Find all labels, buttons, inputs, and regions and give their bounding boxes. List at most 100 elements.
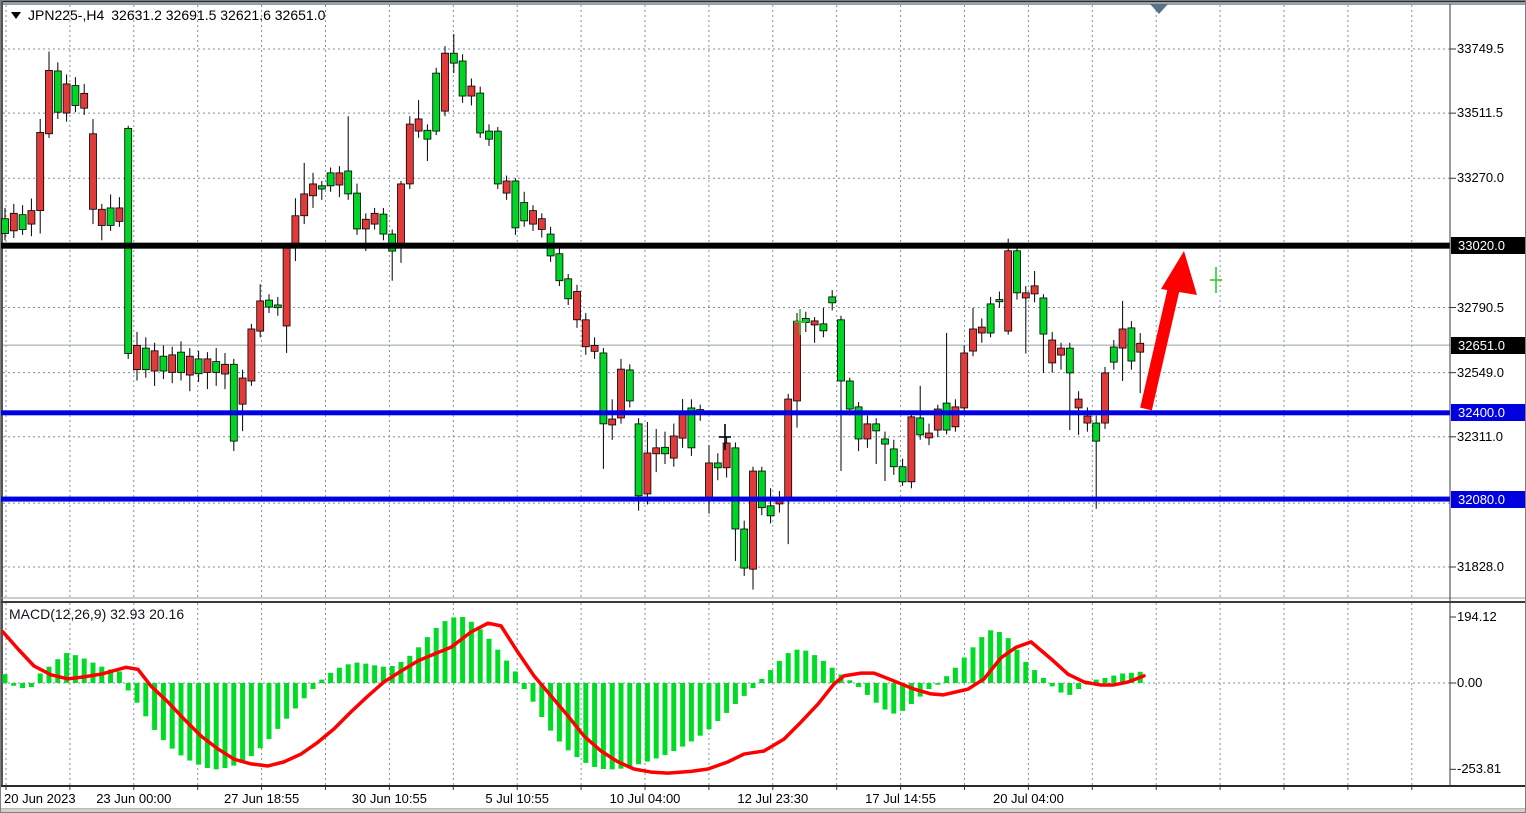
macd-histogram-bar <box>882 683 888 710</box>
price-badge-32400.0: 32400.0 <box>1451 404 1525 422</box>
macd-histogram-bar <box>988 630 994 683</box>
candle-body <box>485 130 493 140</box>
macd-histogram-bar <box>715 683 721 722</box>
candle-body <box>608 418 617 426</box>
macd-histogram-bar <box>812 655 818 683</box>
macd-histogram-bar <box>644 683 650 762</box>
symbol-dropdown-icon[interactable] <box>11 11 21 19</box>
macd-histogram-bar <box>759 678 765 683</box>
macd-histogram-bar <box>292 683 298 709</box>
macd-histogram-bar <box>424 637 430 683</box>
macd-histogram-bar <box>152 683 158 730</box>
time-axis-label: 17 Jul 14:55 <box>865 791 937 806</box>
macd-histogram-bar <box>1111 675 1117 683</box>
macd-histogram-bar <box>820 660 826 683</box>
macd-histogram-bar <box>196 683 202 765</box>
macd-histogram-bar <box>310 683 316 690</box>
candle-body <box>458 60 467 97</box>
macd-histogram-bar <box>1067 683 1073 695</box>
candle-body <box>36 132 45 212</box>
macd-histogram-bar <box>1040 677 1046 683</box>
candle-body <box>203 358 212 373</box>
candle-body <box>18 214 27 230</box>
macd-histogram-bar <box>776 660 782 683</box>
macd-histogram-bar <box>460 617 466 683</box>
window-top-border <box>1 1 1525 5</box>
macd-histogram-bar <box>636 683 642 765</box>
candle-body <box>256 300 265 332</box>
macd-histogram-bar <box>389 666 395 683</box>
candle-body <box>810 320 819 326</box>
trend-arrow-shaft[interactable] <box>1140 277 1182 411</box>
candle-body <box>1004 250 1013 332</box>
macd-histogram-bar <box>706 683 712 730</box>
candle-body <box>361 218 370 230</box>
candle-body <box>889 448 898 468</box>
candle-body <box>1118 328 1127 349</box>
macd-histogram-bar <box>55 659 61 683</box>
macd-histogram-bar <box>204 683 210 768</box>
candle-body <box>493 130 502 185</box>
candle-body <box>854 406 863 440</box>
resistance-line-33020[interactable] <box>1 242 1450 249</box>
macd-histogram-bar <box>372 665 378 683</box>
candle-body <box>89 133 97 210</box>
macd-histogram-bar <box>108 669 114 683</box>
macd-histogram-bar <box>1093 679 1099 683</box>
candle-body <box>599 352 608 425</box>
candle-body <box>564 278 573 300</box>
candle-body <box>1065 347 1074 374</box>
macd-histogram-bar <box>354 662 360 683</box>
macd-histogram-bar <box>11 683 17 686</box>
macd-histogram-bar <box>618 683 624 769</box>
macd-histogram-bar <box>688 683 694 742</box>
macd-histogram-bar <box>72 655 78 683</box>
price-badge-32651.0: 32651.0 <box>1451 336 1525 354</box>
candle-body <box>705 462 713 502</box>
macd-histogram-bar <box>468 621 474 683</box>
macd-histogram-bar <box>451 617 457 683</box>
macd-histogram-bar <box>1102 677 1108 683</box>
candle-body <box>168 354 177 373</box>
macd-histogram-bar <box>178 683 184 756</box>
price-axis-label: 33270.0 <box>1457 170 1504 186</box>
candle-body <box>379 213 388 235</box>
macd-histogram-bar <box>732 683 738 705</box>
macd-histogram-bar <box>556 683 562 742</box>
macd-histogram-bar <box>336 667 342 683</box>
candle-body <box>133 345 141 371</box>
candle-body <box>221 363 229 375</box>
macd-axis-label: 194.12 <box>1457 608 1497 624</box>
candle-body <box>652 447 661 455</box>
macd-histogram-bar <box>319 679 325 683</box>
macd-histogram-bar <box>961 657 967 683</box>
macd-histogram-bar <box>512 671 518 683</box>
candle-body <box>740 528 749 569</box>
macd-histogram-bar <box>548 683 554 731</box>
macd-histogram-bar <box>407 655 413 683</box>
candle-body <box>388 233 397 252</box>
candle-body <box>238 377 247 405</box>
support-line-32400[interactable] <box>1 410 1450 416</box>
time-axis-label: 5 Jul 10:55 <box>485 791 549 806</box>
macd-histogram-bar <box>1120 673 1126 683</box>
candle-body <box>863 423 872 440</box>
candle-body <box>881 438 889 445</box>
candle-body <box>9 212 18 232</box>
macd-histogram-bar <box>1023 661 1029 683</box>
candle-body <box>1057 347 1065 356</box>
trend-arrow-head[interactable] <box>1161 251 1197 295</box>
macd-histogram-bar <box>979 637 985 683</box>
candle-body <box>731 447 740 530</box>
candle-body <box>1030 285 1039 295</box>
support-line-32080[interactable] <box>1 496 1450 502</box>
candle-body <box>511 180 520 229</box>
candle-body <box>265 299 273 308</box>
candle-body <box>449 52 458 64</box>
candle-body <box>1021 292 1030 299</box>
price-badge-33020.0: 33020.0 <box>1451 237 1525 255</box>
candle-body <box>1136 342 1145 353</box>
macd-histogram-bar <box>433 627 439 683</box>
macd-histogram-bar <box>724 683 730 713</box>
